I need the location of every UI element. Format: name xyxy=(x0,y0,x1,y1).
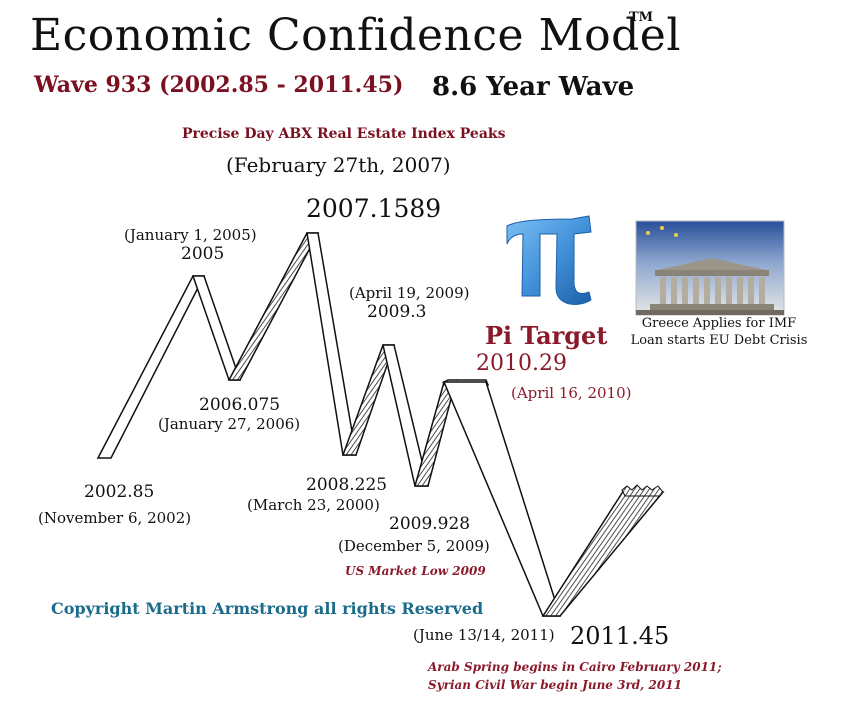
turning-point-value: 2008.225 xyxy=(306,475,388,495)
final-rally xyxy=(541,489,665,617)
end-note: Arab Spring begins in Cairo February 201… xyxy=(428,658,828,694)
trademark-mark: TM xyxy=(629,10,654,25)
turning-point-date: (November 6, 2002) xyxy=(38,509,192,527)
turning-point-value: 2005 xyxy=(181,244,225,264)
turning-point-date: (April 19, 2009) xyxy=(349,284,470,302)
turning-point-date: (December 5, 2009) xyxy=(338,537,490,555)
greece-caption: Greece Applies for IMF Loan starts EU De… xyxy=(630,316,808,348)
turning-point-value: 2002.85 xyxy=(84,482,155,502)
wave-id: Wave 933 (2002.85 - 2011.45) xyxy=(34,72,404,98)
turning-point-date: (January 27, 2006) xyxy=(158,415,301,433)
down-leg-1 xyxy=(191,275,242,381)
turning-point-value: 2006.075 xyxy=(199,395,281,415)
pi-target-label: Pi Target xyxy=(485,321,608,350)
pi-target-date: (April 16, 2010) xyxy=(511,384,632,402)
end-date: (June 13/14, 2011) xyxy=(413,626,555,644)
end-note-line-1: Arab Spring begins in Cairo February 201… xyxy=(428,660,722,674)
turning-point-date: (January 1, 2005) xyxy=(124,226,257,244)
us-low-note: US Market Low 2009 xyxy=(345,564,486,578)
turning-point-date: (March 23, 2000) xyxy=(247,496,380,514)
wave-length: 8.6 Year Wave xyxy=(432,72,635,102)
page-title: Economic Confidence Model xyxy=(30,10,681,61)
down-leg-2 xyxy=(306,232,357,456)
turning-point-value: 2009.928 xyxy=(389,514,471,534)
rally-end-ragged xyxy=(621,484,664,497)
peak-note: Precise Day ABX Real Estate Index Peaks xyxy=(182,126,506,142)
up-leg-2 xyxy=(227,232,320,381)
pi-target-value: 2010.29 xyxy=(476,351,567,376)
peak-date: (February 27th, 2007) xyxy=(226,153,451,177)
greece-photo-icon xyxy=(635,220,785,316)
end-note-line-2: Syrian Civil War begin June 3rd, 2011 xyxy=(428,678,682,692)
copyright-notice: Copyright Martin Armstrong all rights Re… xyxy=(51,599,484,618)
end-value: 2011.45 xyxy=(570,622,670,650)
peak-value: 2007.1589 xyxy=(306,194,442,223)
final-decline xyxy=(442,381,562,617)
turning-point-value: 2009.3 xyxy=(367,302,427,322)
pi-symbol-icon xyxy=(506,215,592,305)
